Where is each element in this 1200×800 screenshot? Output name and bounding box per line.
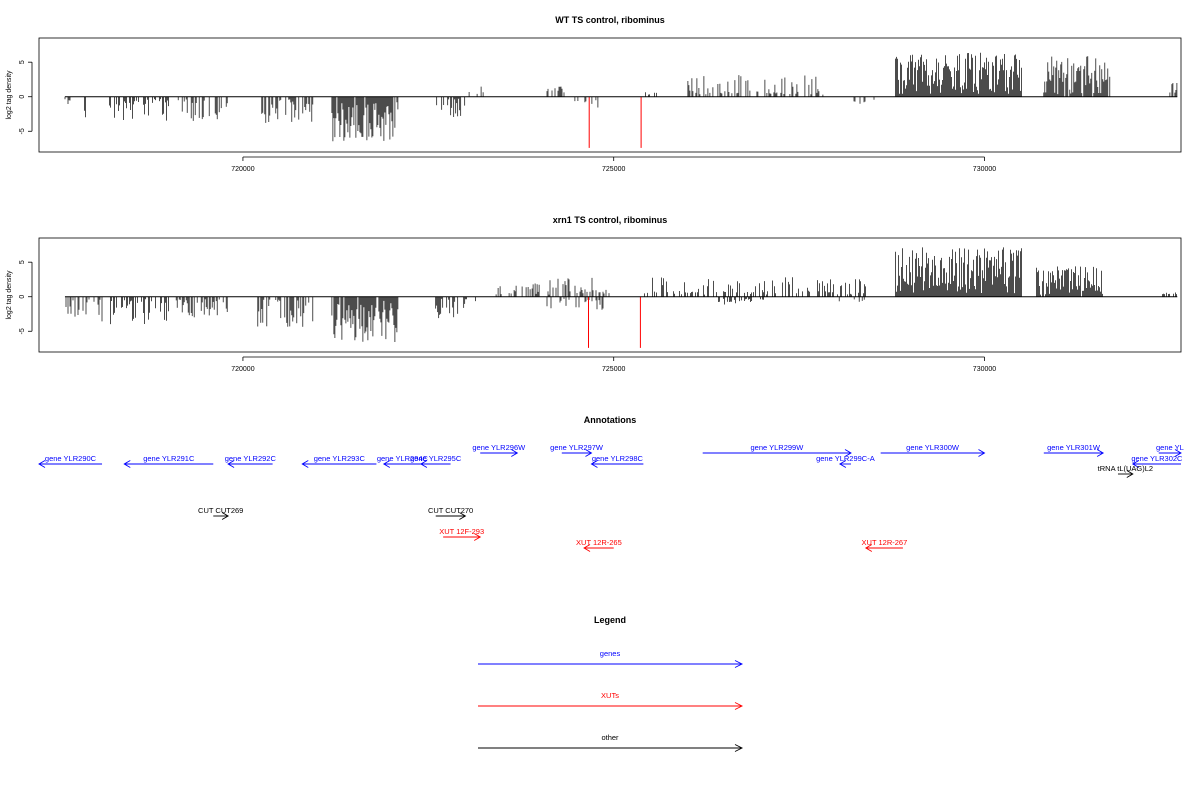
annotation-label: gene YLR295C <box>410 454 462 463</box>
wt-x-tick-label: 720000 <box>231 166 254 173</box>
xrn1-bars <box>64 247 1178 348</box>
annotation-arrowhead <box>511 449 519 457</box>
annotation-label: gene YLR298C <box>592 454 644 463</box>
wt-y-tick-label: 5 <box>19 60 26 64</box>
annotation-label: gene YLR297W <box>550 443 604 452</box>
wt-plot-frame <box>38 37 1182 153</box>
annotation-arrowhead <box>38 460 46 468</box>
annotation-arrowhead <box>1096 449 1105 457</box>
annotation-arrowhead <box>585 449 593 457</box>
annotation-label: tRNA tL(UAG)L2 <box>1098 464 1153 473</box>
annotation-label: gene YLR290C <box>45 454 97 463</box>
annotations-title: Annotations <box>584 415 637 425</box>
annotation-label: XUT 12R-267 <box>862 538 908 547</box>
annotation-arrowhead <box>844 449 852 457</box>
annotation-label: XUT 12F-293 <box>439 527 484 536</box>
annotation-arrowhead <box>123 460 131 468</box>
wt-y-axis-label: log2 tag density <box>6 70 13 120</box>
annotation-label: gene YLR300W <box>906 443 960 452</box>
legend-title: Legend <box>594 615 626 625</box>
annotation-label: gene YLR293C <box>314 454 366 463</box>
xrn1-track-panel: xrn1 TS control, ribominus log2 tag dens… <box>6 215 1182 373</box>
annotation-arrowhead <box>474 533 482 541</box>
xrn1-x-tick-label: 730000 <box>973 366 996 373</box>
wt-track-panel: WT TS control, ribominus log2 tag densit… <box>6 15 1182 173</box>
annotation-arrowhead <box>978 449 986 457</box>
legend-entries: genes XUTs other <box>478 649 744 752</box>
annotation-label: CUT CUT269 <box>198 506 243 515</box>
annotation-features: gene YLR290C gene YLR291C gene YLR292C gene… <box>38 443 1184 552</box>
xrn1-y-tick-label: 0 <box>19 295 26 299</box>
wt-y-tick-label: -5 <box>19 128 26 134</box>
annotation-arrowhead <box>590 460 598 468</box>
annotation-label: XUT 12R-265 <box>576 538 622 547</box>
annotation-label: gene YL <box>1156 443 1184 452</box>
annotation-label: gene YLR302C <box>1131 454 1183 463</box>
annotation-label: gene YLR294C <box>377 454 429 463</box>
xrn1-y-axis-label: log2 tag density <box>6 270 13 320</box>
annotation-arrowhead <box>864 544 873 552</box>
xrn1-track-title: xrn1 TS control, ribominus <box>553 215 668 225</box>
xrn1-plot-frame <box>38 237 1182 353</box>
annotation-label: gene YLR296W <box>472 443 526 452</box>
wt-track-title: WT TS control, ribominus <box>555 15 665 25</box>
annotation-arrowhead <box>1131 460 1140 468</box>
annotation-arrowhead <box>227 460 235 468</box>
legend-entry-arrowhead <box>734 660 744 668</box>
wt-bars <box>64 52 1178 148</box>
legend-entry-label: other <box>601 733 619 742</box>
annotation-arrowhead <box>301 460 309 468</box>
annotation-arrowhead <box>420 460 428 468</box>
xrn1-x-tick-label: 720000 <box>231 366 254 373</box>
legend-entry-arrowhead <box>734 702 744 710</box>
annotation-arrowhead <box>1174 449 1182 457</box>
wt-x-tick-label: 730000 <box>973 166 996 173</box>
xrn1-y-tick-label: -5 <box>19 328 26 334</box>
annotation-arrowhead <box>221 512 229 520</box>
annotation-label: gene YLR299C-A <box>816 454 875 463</box>
xrn1-x-tick-label: 725000 <box>602 366 625 373</box>
wt-axes: -5 0 5 720000 725000 730000 <box>19 60 996 173</box>
annotation-label: gene YLR291C <box>143 454 195 463</box>
legend-entry-label: genes <box>600 649 621 658</box>
legend-panel: Legend genes XUTs other <box>478 615 744 752</box>
legend-entry-arrowhead <box>734 744 744 752</box>
annotations-panel: Annotations gene YLR290C gene YLR291C gene… <box>38 415 1184 552</box>
xrn1-axes: -5 0 5 720000 725000 730000 <box>19 260 996 373</box>
annotation-arrowhead <box>583 544 591 552</box>
annotation-arrowhead <box>838 460 847 468</box>
annotation-label: gene YLR299W <box>750 443 804 452</box>
legend-entry-label: XUTs <box>601 691 619 700</box>
annotation-arrowhead <box>1126 470 1134 478</box>
annotation-label: gene YLR301W <box>1047 443 1101 452</box>
wt-x-tick-label: 725000 <box>602 166 625 173</box>
annotation-label: CUT CUT270 <box>428 506 473 515</box>
wt-y-tick-label: 0 <box>19 95 26 99</box>
annotation-arrowhead <box>382 460 391 468</box>
annotation-arrowhead <box>459 512 467 520</box>
annotation-label: gene YLR292C <box>225 454 277 463</box>
xrn1-y-tick-label: 5 <box>19 260 26 264</box>
